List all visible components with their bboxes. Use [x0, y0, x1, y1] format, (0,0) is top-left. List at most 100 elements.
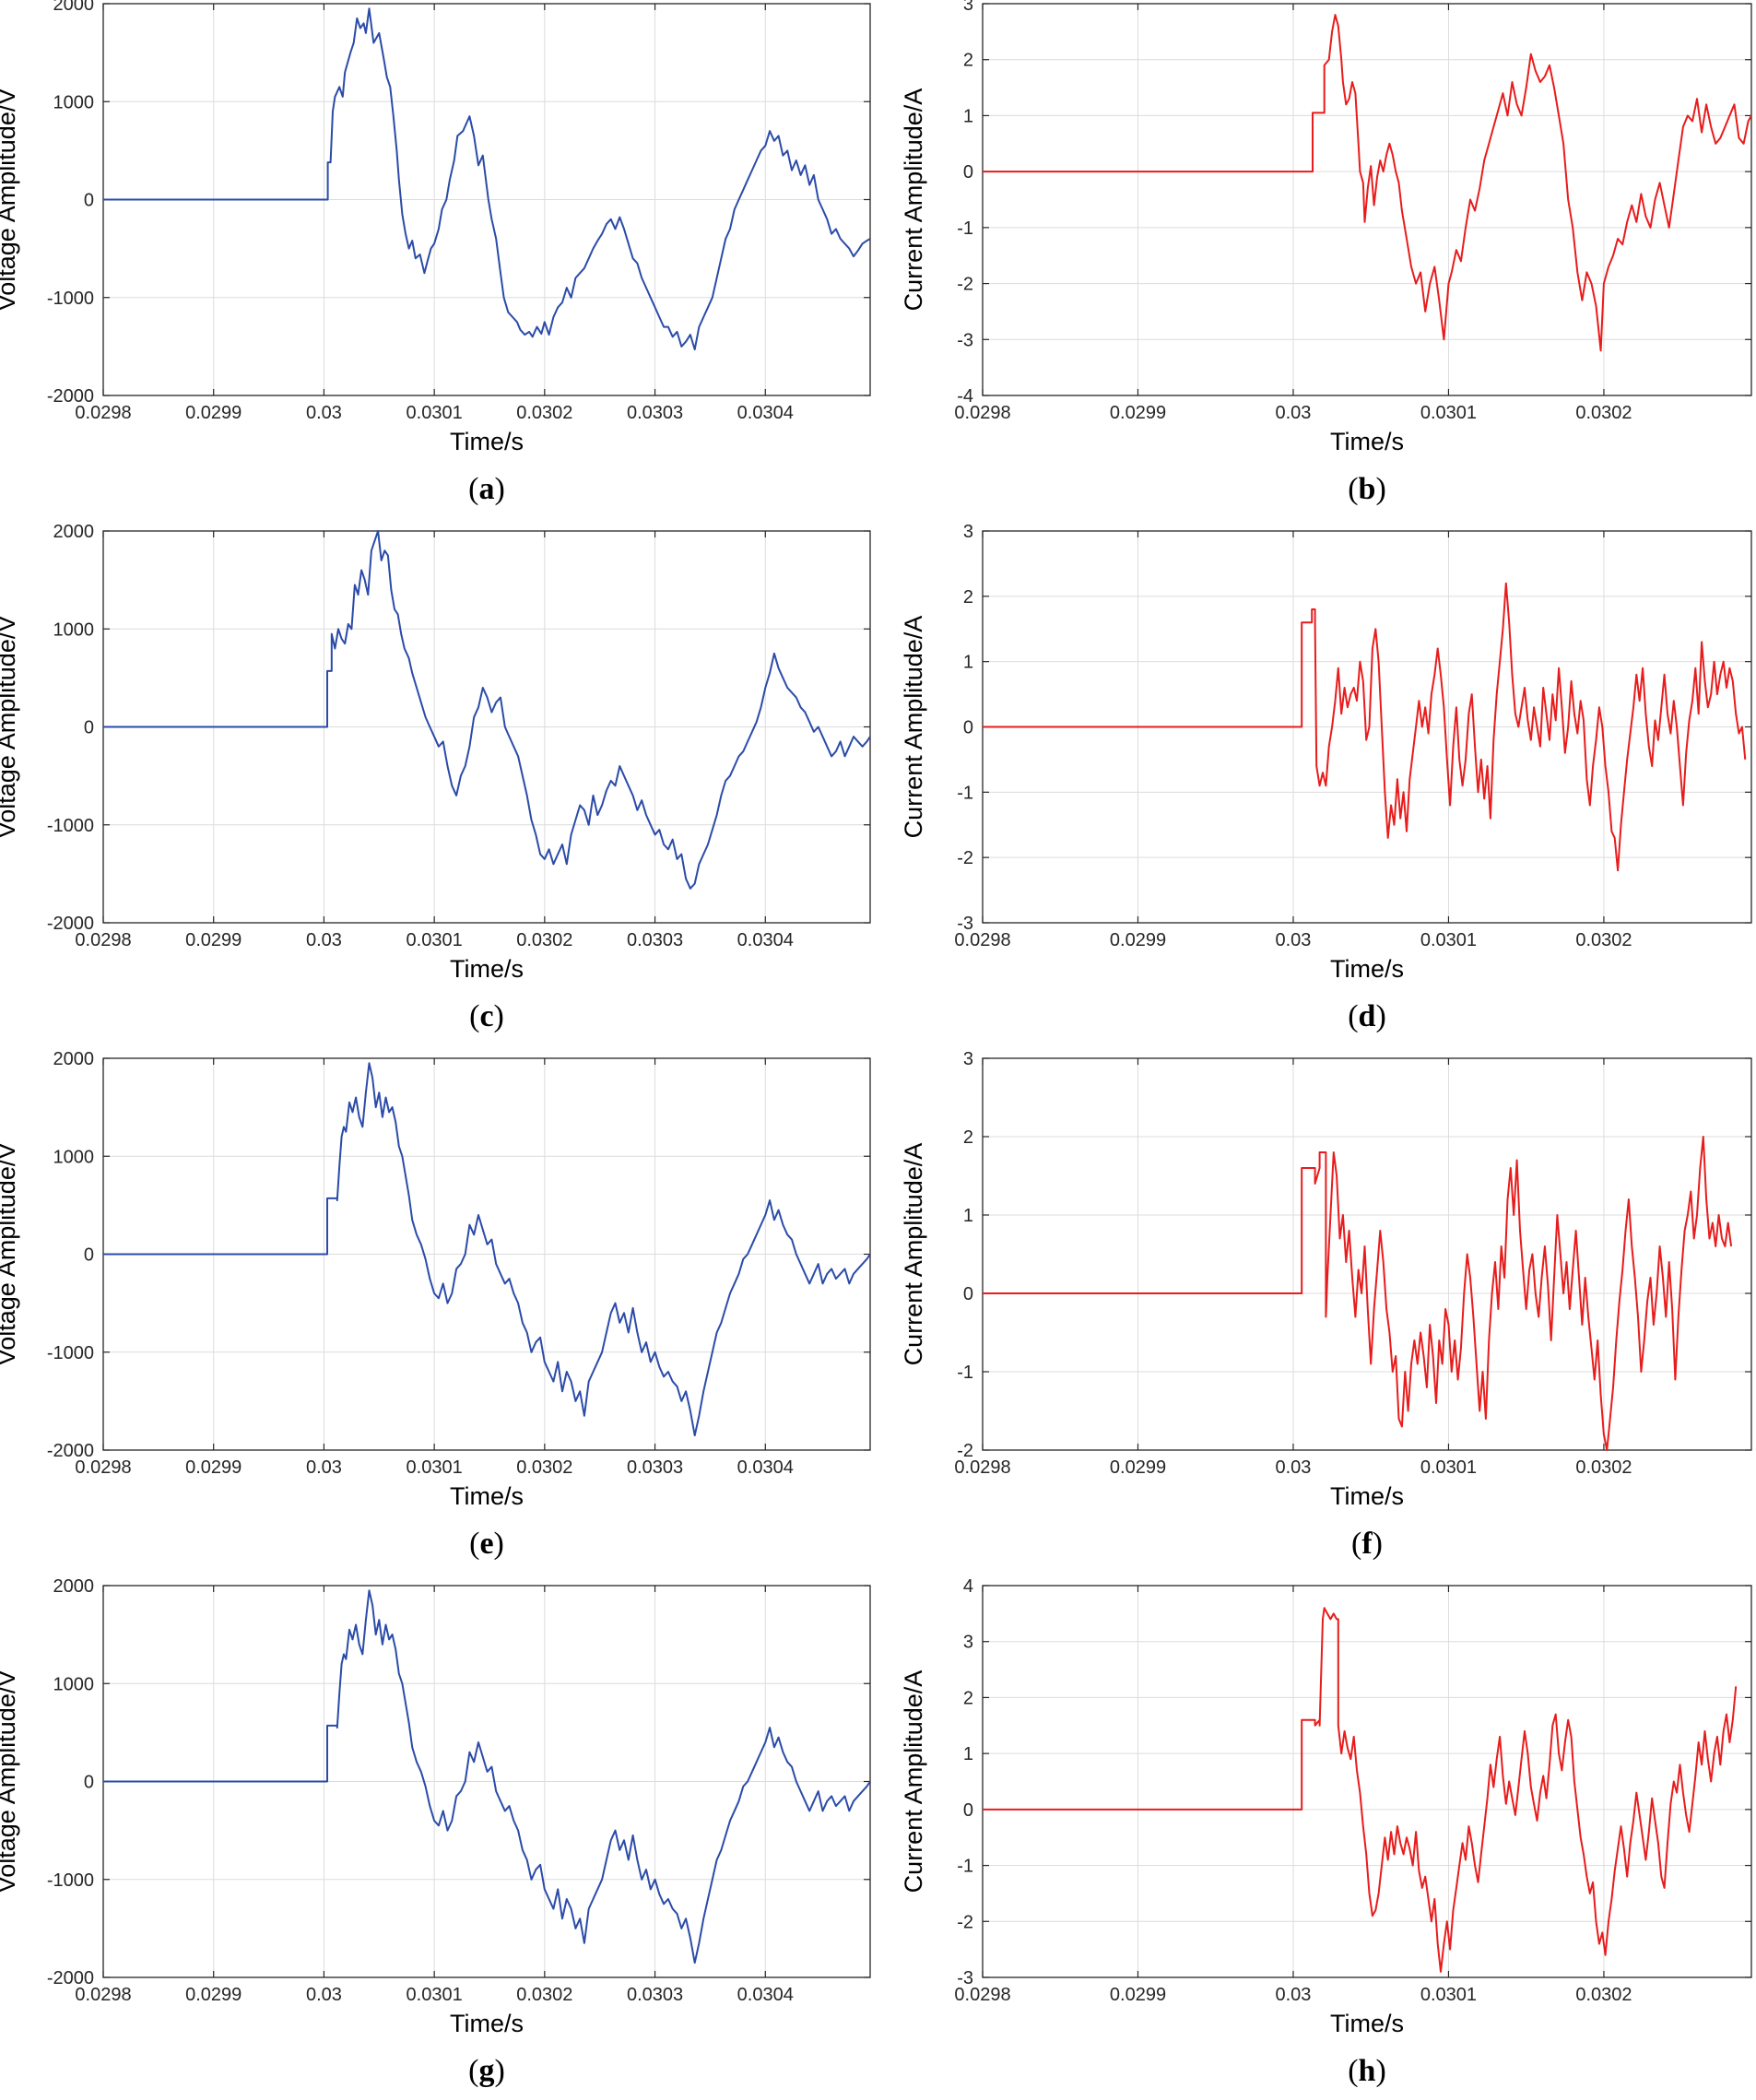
y-axis-label: Voltage Amplitude/V: [0, 1143, 20, 1366]
x-tick-label: 0.03: [1276, 1985, 1312, 2005]
series-line-current: [983, 1607, 1738, 1973]
y-tick-label: 3: [963, 0, 973, 15]
y-tick-label: 2: [963, 1127, 973, 1148]
panel-label: (d): [1348, 999, 1386, 1033]
y-tick-label: -1000: [47, 816, 94, 836]
panel-letter: g: [479, 2054, 495, 2088]
y-axis-label: Current Amplitude/A: [900, 1143, 927, 1366]
y-tick-label: -1000: [47, 1343, 94, 1363]
x-tick-label: 0.0304: [737, 1457, 794, 1478]
y-tick-label: -2000: [47, 914, 94, 934]
series-line-voltage: [103, 1589, 870, 1964]
x-tick-label: 0.0299: [185, 930, 242, 950]
x-axis-label: Time/s: [1330, 2010, 1404, 2037]
x-axis-label: Time/s: [450, 1482, 524, 1510]
panel-letter: f: [1361, 1527, 1373, 1561]
panel-label: (g): [468, 2054, 505, 2088]
x-tick-label: 0.0299: [1110, 930, 1166, 950]
x-tick-label: 0.0298: [954, 1457, 1010, 1478]
x-axis-label: Time/s: [1330, 1482, 1404, 1510]
chart-panel-e: 0.0298 0.0299 0.03 0.0301 0.0302 0.0303 0.0304…: [0, 1049, 871, 1561]
x-axis-label: Time/s: [1330, 955, 1404, 983]
series-line-voltage: [103, 530, 870, 890]
y-tick-label: 1: [963, 106, 973, 126]
x-tick-label: 0.0304: [737, 930, 794, 950]
y-tick-label: -2: [957, 848, 973, 868]
panel-letter: a: [479, 472, 495, 506]
x-tick-label: 0.03: [306, 930, 342, 950]
y-tick-label: -1: [957, 783, 973, 803]
x-tick-label: 0.0302: [516, 930, 572, 950]
y-tick-label: 2000: [53, 1049, 95, 1069]
y-tick-label: 2000: [53, 0, 95, 15]
y-axis-label: Voltage Amplitude/V: [0, 88, 20, 312]
y-tick-label: 0: [963, 162, 973, 183]
y-tick-label: 3: [963, 1049, 973, 1069]
chart-panel-a: 0.0298 0.0299 0.03 0.0301 0.0302 0.0303 0.0304…: [0, 0, 871, 506]
y-tick-label: -1: [957, 218, 973, 239]
y-tick-label: 2: [963, 1688, 973, 1708]
y-tick-label: 0: [963, 1284, 973, 1304]
x-tick-label: 0.03: [1276, 930, 1312, 950]
y-tick-label: 1000: [53, 619, 95, 640]
x-tick-label: 0.0299: [1110, 403, 1166, 423]
x-tick-label: 0.0302: [1575, 1985, 1632, 2005]
chart-panel-g: 0.0298 0.0299 0.03 0.0301 0.0302 0.0303 0.0304…: [0, 1576, 871, 2088]
x-tick-label: 0.0302: [516, 1457, 572, 1478]
x-tick-label: 0.0298: [954, 403, 1010, 423]
y-tick-label: -2: [957, 1912, 973, 1932]
x-tick-label: 0.03: [1276, 403, 1312, 423]
axes-box: [982, 3, 1752, 396]
y-tick-label: 3: [963, 1633, 973, 1653]
x-tick-label: 0.03: [306, 1457, 342, 1478]
y-tick-label: -1000: [47, 1870, 94, 1891]
x-tick-label: 0.0301: [407, 930, 463, 950]
y-tick-label: 2000: [53, 1576, 95, 1597]
y-tick-label: -2000: [47, 1441, 94, 1461]
y-tick-label: 1000: [53, 92, 95, 112]
x-tick-label: 0.0301: [1420, 930, 1477, 950]
chart-panel-f: 0.0298 0.0299 0.03 0.0301 0.0302 -2 -1 0 1 2 3 Time…: [900, 1049, 1752, 1561]
y-tick-label: 1: [963, 1744, 973, 1764]
y-tick-label: 0: [84, 191, 94, 211]
y-tick-label: 2000: [53, 522, 95, 542]
y-tick-label: 0: [963, 1800, 973, 1821]
y-tick-label: 1000: [53, 1674, 95, 1694]
x-axis-label: Time/s: [450, 2010, 524, 2037]
x-tick-label: 0.03: [1276, 1457, 1312, 1478]
y-tick-label: 1000: [53, 1147, 95, 1167]
panel-label: (e): [469, 1527, 504, 1561]
panel-letter: b: [1359, 472, 1376, 506]
y-tick-label: -1000: [47, 289, 94, 309]
x-tick-label: 0.0301: [1420, 1985, 1477, 2005]
y-tick-label: -3: [957, 1968, 973, 1988]
y-tick-label: 0: [84, 1245, 94, 1266]
x-axis-label: Time/s: [450, 428, 524, 455]
x-tick-label: 0.0298: [954, 930, 1010, 950]
x-axis-label: Time/s: [450, 955, 524, 983]
plot-area: [983, 1058, 1751, 1450]
series-line-current: [983, 14, 1751, 352]
series-line-current: [983, 1136, 1733, 1451]
panel-label: (c): [469, 999, 504, 1033]
x-axis-label: Time/s: [1330, 428, 1404, 455]
panel-letter: d: [1359, 999, 1376, 1033]
panel-label: (f): [1351, 1527, 1383, 1561]
y-axis-label: Current Amplitude/A: [900, 88, 927, 312]
y-tick-label: 0: [84, 718, 94, 738]
x-tick-label: 0.0303: [627, 1985, 683, 2005]
x-tick-label: 0.0301: [407, 1985, 463, 2005]
x-tick-label: 0.0302: [1575, 1457, 1632, 1478]
x-tick-label: 0.0299: [1110, 1457, 1166, 1478]
panel-letter: e: [479, 1527, 493, 1561]
x-tick-label: 0.0304: [737, 1985, 794, 2005]
x-tick-label: 0.0303: [627, 403, 683, 423]
x-tick-label: 0.0298: [75, 1985, 131, 2005]
y-axis-label: Voltage Amplitude/V: [0, 1670, 20, 1894]
x-tick-label: 0.0303: [627, 1457, 683, 1478]
x-tick-label: 0.0298: [954, 1985, 1010, 2005]
axes-box: [982, 1585, 1752, 1978]
panel-label: (b): [1348, 472, 1386, 506]
series-line-voltage: [103, 1062, 870, 1437]
